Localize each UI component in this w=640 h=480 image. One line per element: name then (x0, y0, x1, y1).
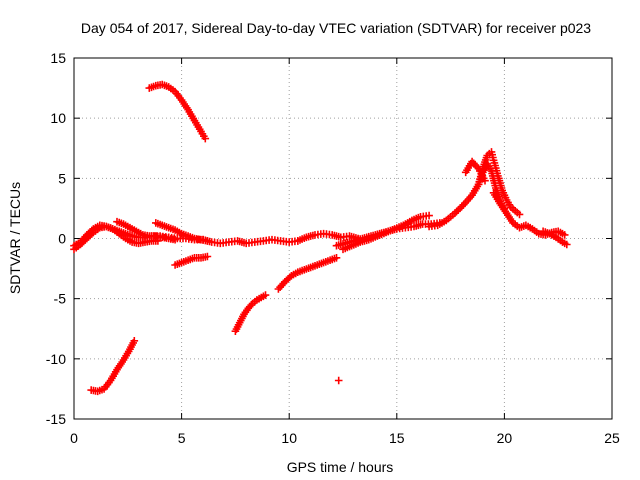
series-satellite-pass-2 (70, 222, 162, 254)
data-point-marker (334, 376, 343, 385)
series-satellite-pass-19 (539, 227, 571, 249)
series-satellite-pass-5 (145, 80, 210, 143)
x-tick-label: 0 (70, 430, 78, 446)
data-point-marker (332, 254, 341, 262)
series-satellite-pass-14 (339, 211, 433, 254)
data-point-marker (515, 210, 524, 219)
x-tick-label: 15 (389, 430, 405, 446)
series-satellite-pass-3 (113, 217, 179, 244)
series-satellite-pass-8 (199, 235, 302, 248)
x-tick-label: 10 (281, 430, 297, 446)
y-tick-label: -15 (46, 411, 66, 427)
data-point-marker (425, 211, 433, 220)
y-tick-label: -10 (46, 351, 66, 367)
y-tick-label: 10 (50, 110, 66, 126)
series-satellite-pass-10 (274, 254, 341, 293)
series-satellite-pass-16 (474, 148, 524, 219)
data-point-marker (130, 337, 139, 345)
x-tick-label: 25 (604, 430, 620, 446)
x-tick-label: 5 (178, 430, 186, 446)
y-tick-label: -5 (54, 291, 67, 307)
y-tick-label: 0 (58, 231, 66, 247)
chart-title: Day 054 of 2017, Sidereal Day-to-day VTE… (81, 20, 591, 36)
series-satellite-pass-6 (87, 337, 139, 396)
data-point-marker (261, 291, 270, 299)
y-axis-label: SDTVAR / TECUs (7, 182, 23, 294)
series-satellite-pass-12 (334, 376, 343, 385)
x-tick-label: 20 (497, 430, 513, 446)
data-point-marker (563, 240, 571, 249)
axis-ticks: 0 5 10 15 20 25 -15 -10 -5 0 5 10 15 (46, 50, 620, 446)
data-point-marker (171, 235, 179, 244)
x-axis-label: GPS time / hours (287, 459, 394, 475)
series-satellite-pass-9 (231, 291, 270, 335)
data-point-marker (481, 176, 489, 185)
y-tick-label: 5 (58, 170, 66, 186)
series-satellite-pass-17 (461, 157, 489, 185)
series-satellite-pass-7 (171, 252, 212, 269)
data-point-marker (560, 231, 569, 239)
data-point-marker (201, 134, 210, 143)
y-tick-label: 15 (50, 50, 66, 66)
data-points (70, 80, 571, 396)
data-point-marker (203, 252, 212, 261)
